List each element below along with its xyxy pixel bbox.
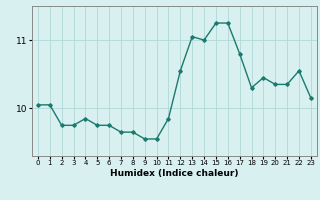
- X-axis label: Humidex (Indice chaleur): Humidex (Indice chaleur): [110, 169, 239, 178]
